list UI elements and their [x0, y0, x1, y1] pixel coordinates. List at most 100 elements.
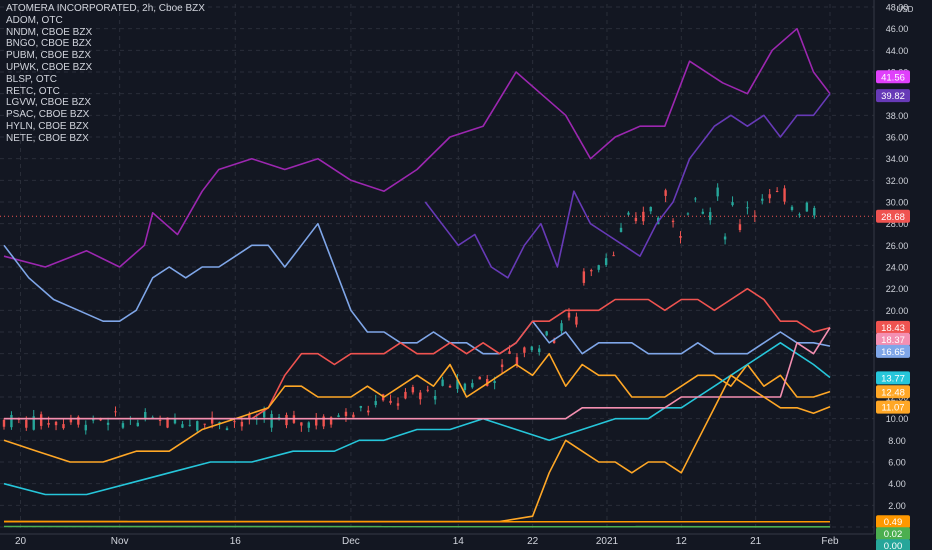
candle-body	[753, 215, 757, 217]
candle-body	[32, 416, 35, 430]
candle-body	[218, 422, 221, 424]
series-line	[4, 287, 831, 420]
price-label-text: 13.77	[881, 373, 905, 384]
series-line	[4, 374, 831, 523]
x-tick-label: 12	[676, 536, 688, 547]
candle-body	[567, 312, 571, 318]
candle-body	[508, 351, 511, 354]
x-tick-label: 21	[750, 536, 762, 547]
candle-body	[716, 187, 719, 197]
price-label-tag	[876, 89, 910, 103]
candle-body	[575, 316, 578, 325]
price-label-text: 28.68	[881, 212, 905, 223]
legend-item[interactable]: BNGO, CBOE BZX	[6, 38, 92, 50]
y-tick-label: 4.00	[888, 479, 906, 489]
candle-body	[761, 198, 764, 201]
candle-body	[92, 418, 95, 421]
series-line	[4, 327, 831, 420]
candle-body	[389, 400, 392, 403]
price-label-text: 0.49	[884, 517, 903, 528]
candle-body	[738, 224, 742, 230]
legend-item[interactable]: PUBM, CBOE BZX	[6, 50, 92, 62]
candle-body	[136, 422, 140, 427]
candle-body	[627, 212, 630, 215]
candle-body	[493, 381, 496, 384]
x-tick-label: 14	[453, 536, 465, 547]
candle-body	[10, 415, 13, 428]
candle-body	[277, 417, 281, 419]
y-tick-label: 38.00	[886, 111, 909, 121]
price-label-text: 18.37	[881, 335, 905, 346]
price-label-text: 18.43	[881, 323, 905, 334]
candle-body	[433, 395, 437, 400]
candle-body	[538, 348, 541, 353]
y-tick-label: 30.00	[886, 198, 909, 208]
candle-body	[352, 414, 355, 418]
legend-item[interactable]: RETC, OTC	[6, 85, 60, 97]
candle-body	[500, 364, 504, 368]
candle-body	[106, 422, 110, 425]
series-line	[3, 341, 831, 496]
candle-body	[262, 410, 266, 418]
candle-body	[426, 389, 429, 391]
candle-body	[367, 410, 370, 413]
candle-body	[62, 424, 65, 429]
candle-body	[322, 416, 325, 427]
candle-body	[270, 414, 273, 428]
candle-body	[300, 422, 303, 426]
price-label-text: 0.02	[884, 529, 903, 540]
candle-body	[530, 346, 534, 351]
candle-body	[597, 265, 600, 270]
legend-item[interactable]: PSAC, CBOE BZX	[6, 109, 90, 121]
x-tick-label: 22	[527, 536, 539, 547]
price-label-tag	[876, 70, 910, 84]
candle-body	[210, 417, 214, 424]
legend-item[interactable]: BLSP, OTC	[6, 73, 57, 85]
legend-item[interactable]: NETE, CBOE BZX	[6, 132, 89, 144]
price-label-tag	[876, 332, 910, 346]
price-label-text: 0.00	[884, 541, 903, 550]
candle-body	[25, 419, 28, 428]
candle-body	[463, 383, 467, 390]
chart-title: ATOMERA INCORPORATED, 2h, Cboe BZX	[6, 3, 205, 14]
candle-body	[181, 424, 184, 428]
candle-body	[329, 417, 333, 425]
candle-body	[158, 419, 162, 421]
candle-body	[203, 423, 206, 425]
legend-item[interactable]: UPWK, CBOE BZX	[6, 61, 93, 73]
candle-body	[84, 424, 87, 431]
candle-body	[240, 421, 244, 427]
x-tick-label: 16	[230, 536, 242, 547]
candle-body	[114, 411, 117, 413]
candle-body	[619, 227, 623, 232]
candle-body	[642, 211, 645, 222]
series-line	[424, 93, 831, 279]
legend-item[interactable]: ADOM, OTC	[6, 14, 63, 26]
candle-body	[344, 411, 348, 417]
x-tick-label: Dec	[342, 536, 360, 547]
candle-body	[746, 207, 749, 209]
candle-body	[448, 386, 452, 388]
candle-body	[798, 214, 801, 216]
candle-body	[686, 213, 690, 215]
candle-body	[337, 415, 340, 418]
y-tick-label: 8.00	[888, 436, 906, 446]
candle-body	[545, 331, 548, 336]
series-line	[3, 27, 831, 268]
candle-body	[486, 378, 489, 386]
legend-item[interactable]: LGVW, CBOE BZX	[6, 97, 92, 109]
candle-body	[99, 419, 102, 421]
candle-body	[359, 405, 363, 408]
legend-item[interactable]: HYLN, CBOE BZX	[6, 120, 89, 132]
x-tick-label: 2021	[596, 536, 619, 547]
candle-body	[664, 190, 667, 196]
candle-body	[77, 416, 80, 425]
series-line	[3, 222, 831, 355]
price-label-tag	[876, 209, 910, 223]
candle-body	[634, 217, 638, 222]
legend-item[interactable]: NNDM, CBOE BZX	[6, 26, 93, 38]
y-tick-label: 44.00	[886, 46, 909, 56]
candle-body	[515, 357, 519, 366]
